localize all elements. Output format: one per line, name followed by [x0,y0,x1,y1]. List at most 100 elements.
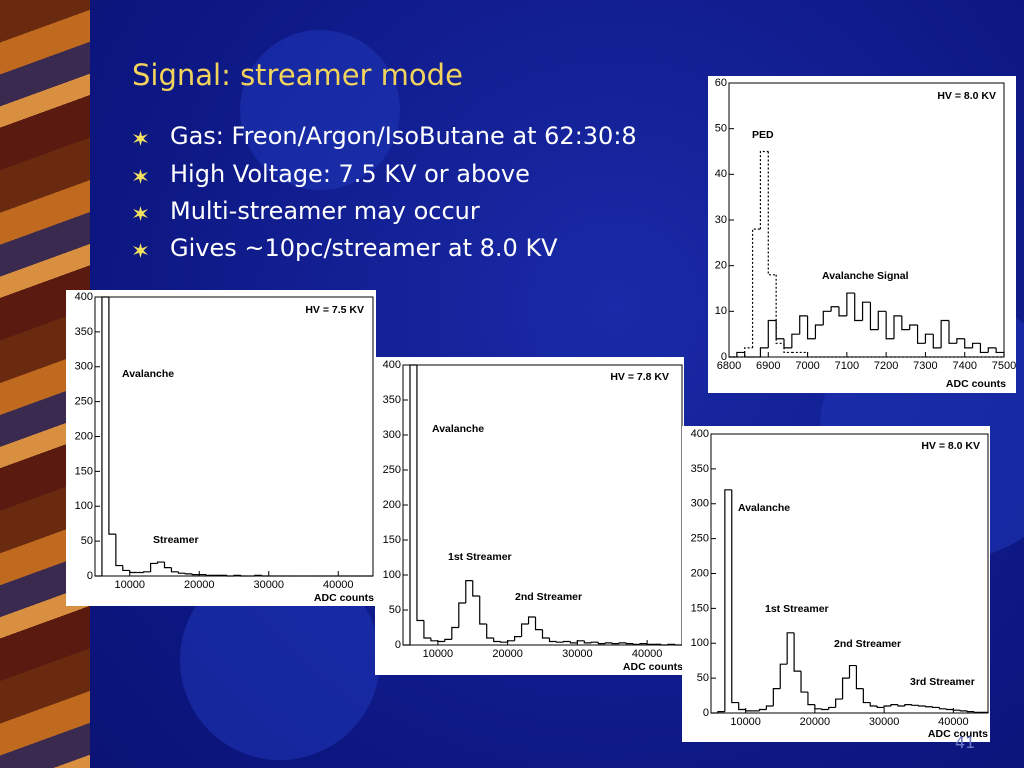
annotation: 2nd Streamer [834,638,901,650]
histogram-bin [925,706,933,708]
histogram-bin [911,704,919,706]
histogram-bin [590,641,599,643]
histogram-bin [738,702,746,711]
x-axis-label: ADC counts [314,592,374,604]
x-axis-label: ADC counts [928,728,988,740]
histogram-bin [783,343,792,354]
y-tick-label: 200 [383,499,401,511]
histogram-bin [583,640,592,644]
histogram-bin [838,306,847,317]
bullet-icon [133,206,148,221]
histogram-bin [569,641,578,644]
histogram-bin [486,624,494,639]
histogram-bin [814,324,824,339]
series-label: Avalanche Signal [822,270,909,282]
histogram-bin [472,580,480,597]
histogram-bin [261,575,269,577]
histogram-bin [604,642,613,644]
histogram-bin [854,293,863,322]
histogram-bin [897,704,905,707]
y-tick-label: 150 [691,602,709,614]
x-tick-label: 10000 [114,579,145,591]
x-tick-label: 7400 [952,360,976,372]
y-tick-label: 350 [691,463,709,475]
y-tick-label: 200 [75,430,93,442]
histogram-bin [987,347,997,353]
x-tick-label: 20000 [800,716,831,728]
histogram-bin [901,315,910,331]
y-tick-label: 20 [715,260,727,272]
histogram-bin [814,704,822,710]
chart-title: HV = 7.8 KV [610,371,669,383]
histogram-bin [465,580,473,603]
histogram-bin [909,324,918,330]
histogram-bin [143,571,151,573]
histogram-bin [956,338,965,344]
y-tick-label: 350 [383,394,401,406]
histogram-bin [226,575,234,577]
histogram-bin [717,711,725,713]
y-tick-label: 40 [715,168,727,180]
bullet-icon [133,169,148,184]
y-tick-label: 100 [75,500,93,512]
chart: HV = 7.8 KV Avalanche 1st Streamer 2nd S… [375,357,684,675]
x-tick-label: 7100 [835,360,859,372]
histogram-bin [520,623,529,637]
histogram-bin [916,325,926,344]
plot-frame [94,296,374,577]
histogram-bin [885,311,894,340]
histogram-bin [783,338,792,349]
histogram-bin [979,343,989,354]
histogram-bin [625,642,634,645]
annotation: Avalanche [738,502,790,514]
histogram-bin [731,489,739,704]
y-tick-label: 400 [691,428,709,440]
histogram-bin [966,710,975,713]
histogram-bin [786,632,795,665]
x-tick-label: 30000 [869,716,900,728]
annotation: 1st Streamer [448,551,512,563]
histogram-bin [724,489,732,712]
bullet-icon [133,131,148,146]
x-tick-label: 40000 [938,716,969,728]
histogram-bin [163,562,172,569]
x-tick-label: 10000 [730,716,761,728]
chart-title: HV = 7.5 KV [305,304,364,316]
chart: HV = 7.5 KV Avalanche Streamer ADC count… [66,290,376,606]
histogram-bin [799,315,808,335]
histogram-bin [765,705,774,710]
y-tick-label: 10 [715,305,727,317]
bullet: Gas: Freon/Argon/IsoButane at 62:30:8 [170,122,637,150]
y-tick-label: 300 [75,361,93,373]
histogram-bin [191,573,200,576]
x-tick-label: 6800 [717,360,741,372]
y-tick-label: 50 [697,672,709,684]
histogram-bin [876,706,885,709]
histogram-bin [948,320,957,344]
histogram-bin [150,562,158,572]
histogram-bin [759,347,769,357]
histogram-bin [751,228,761,348]
histogram-bin [861,301,871,321]
histogram-bin [233,574,241,576]
annotation: 2nd Streamer [515,591,582,603]
x-tick-label: 30000 [253,579,284,591]
histogram-bin [562,640,571,643]
x-tick-label: 6900 [756,360,780,372]
y-tick-label: 300 [383,429,401,441]
histogram-bin [548,638,557,643]
bullet-icon [133,243,148,258]
histogram-bin [964,338,973,349]
histogram-bin [821,708,829,711]
histogram-bin [744,347,753,357]
histogram-bin [835,698,843,708]
histogram-bin [611,642,620,645]
x-tick-label: 30000 [562,648,593,660]
chart-title: HV = 8.0 KV [921,440,980,452]
histogram-bin [458,602,466,628]
x-axis-label: ADC counts [623,661,683,673]
chart: HV = 8.0 KV PED Avalanche Signal ADC cou… [708,76,1016,393]
chart: HV = 8.0 KV Avalanche 1st Streamer 2nd S… [682,426,990,742]
histogram-bin [632,643,641,645]
histogram-bin [156,561,165,564]
